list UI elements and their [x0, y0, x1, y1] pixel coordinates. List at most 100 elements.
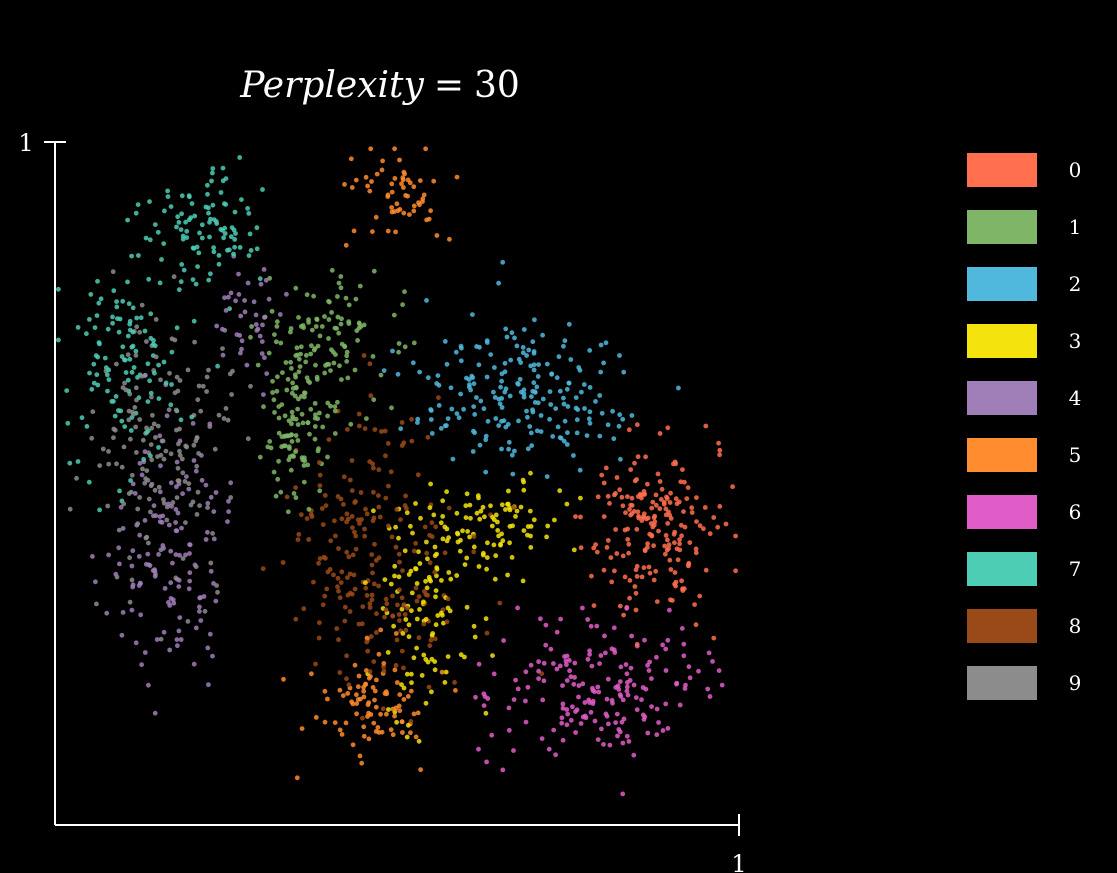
point-class-1: [275, 374, 280, 379]
point-class-2: [500, 405, 505, 410]
point-class-8: [335, 584, 340, 589]
point-class-9: [197, 384, 202, 389]
point-class-8: [400, 595, 405, 600]
point-class-5: [424, 218, 429, 223]
point-class-8: [436, 395, 441, 400]
point-class-0: [607, 501, 612, 506]
point-class-3: [415, 617, 420, 622]
point-class-9: [130, 473, 135, 478]
point-class-8: [409, 439, 414, 444]
point-class-3: [409, 672, 414, 677]
point-class-8: [372, 542, 377, 547]
point-class-7: [220, 228, 225, 233]
point-class-3: [496, 534, 501, 539]
point-class-8: [345, 512, 350, 517]
point-class-2: [398, 426, 403, 431]
point-class-3: [392, 574, 397, 579]
point-class-8: [384, 597, 389, 602]
point-class-6: [642, 638, 647, 643]
point-class-8: [344, 676, 349, 681]
point-class-7: [182, 268, 187, 273]
point-class-7: [175, 214, 180, 219]
point-class-6: [538, 616, 543, 621]
point-class-1: [372, 269, 377, 274]
point-class-0: [618, 604, 623, 609]
point-class-1: [272, 410, 277, 415]
point-class-3: [424, 617, 429, 622]
point-class-1: [337, 363, 342, 368]
point-class-8: [354, 547, 359, 552]
point-class-0: [672, 530, 677, 535]
point-class-2: [600, 411, 605, 416]
point-class-2: [550, 434, 555, 439]
point-class-9: [144, 426, 149, 431]
point-class-7: [230, 225, 235, 230]
point-class-8: [343, 605, 348, 610]
point-class-3: [414, 646, 419, 651]
point-class-3: [454, 573, 459, 578]
point-class-8: [326, 570, 331, 575]
point-class-8: [472, 534, 477, 539]
point-class-7: [132, 365, 137, 370]
point-class-6: [610, 698, 615, 703]
point-class-2: [436, 373, 441, 378]
point-class-5: [403, 193, 408, 198]
point-class-7: [129, 254, 134, 259]
point-class-8: [377, 555, 382, 560]
point-class-8: [317, 620, 322, 625]
y-tick-label-1: 1: [18, 129, 33, 157]
point-class-4: [138, 612, 143, 617]
point-class-6: [641, 685, 646, 690]
point-class-3: [391, 624, 396, 629]
point-class-3: [482, 514, 487, 519]
point-class-0: [676, 557, 681, 562]
point-class-8: [405, 606, 410, 611]
point-class-0: [716, 441, 721, 446]
point-class-6: [680, 626, 685, 631]
point-class-6: [625, 671, 630, 676]
point-class-6: [654, 732, 659, 737]
point-class-0: [694, 622, 699, 627]
point-class-1: [338, 274, 343, 279]
point-class-9: [134, 385, 139, 390]
point-class-3: [413, 501, 418, 506]
point-class-2: [498, 385, 503, 390]
point-class-4: [264, 278, 269, 283]
point-class-0: [677, 541, 682, 546]
point-class-7: [67, 461, 72, 466]
point-class-1: [289, 326, 294, 331]
point-class-9: [122, 381, 127, 386]
point-class-4: [152, 503, 157, 508]
point-class-4: [119, 505, 124, 510]
point-class-1: [280, 370, 285, 375]
point-class-3: [444, 489, 449, 494]
legend-swatch-5: [967, 438, 1037, 472]
point-class-4: [186, 487, 191, 492]
point-class-7: [238, 245, 243, 250]
point-class-1: [284, 388, 289, 393]
point-class-7: [125, 280, 130, 285]
point-class-0: [605, 545, 610, 550]
point-class-7: [99, 296, 104, 301]
point-class-2: [430, 431, 435, 436]
point-class-0: [697, 594, 702, 599]
point-class-2: [588, 385, 593, 390]
point-class-7: [64, 388, 69, 393]
point-class-4: [210, 654, 215, 659]
point-class-7: [109, 399, 114, 404]
point-class-5: [447, 237, 452, 242]
point-class-1: [323, 363, 328, 368]
point-class-4: [243, 310, 248, 315]
point-class-8: [341, 502, 346, 507]
point-class-1: [339, 285, 344, 290]
point-class-0: [626, 542, 631, 547]
point-class-2: [485, 375, 490, 380]
point-class-8: [497, 601, 502, 606]
point-class-9: [176, 466, 181, 471]
point-class-6: [663, 702, 668, 707]
point-class-4: [179, 526, 184, 531]
point-class-3: [485, 540, 490, 545]
point-class-3: [458, 549, 463, 554]
point-class-3: [424, 540, 429, 545]
point-class-0: [636, 494, 641, 499]
